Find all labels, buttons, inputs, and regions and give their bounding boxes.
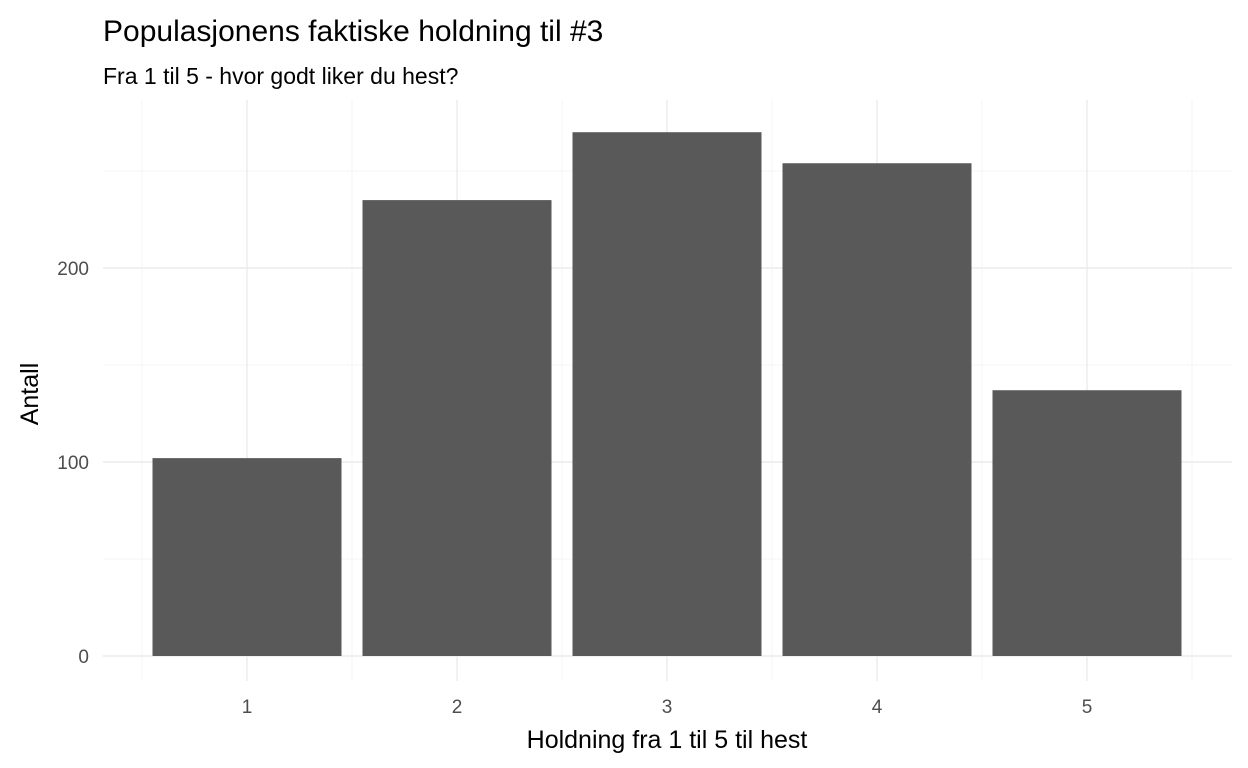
x-tick-label: 4 (872, 697, 883, 718)
bars (152, 132, 1182, 657)
x-tick-label: 1 (242, 697, 253, 718)
bar-5 (992, 390, 1182, 656)
bar-2 (362, 200, 552, 656)
x-tick-labels: 1 2 3 4 5 (242, 697, 1093, 718)
x-axis-title: Holdning fra 1 til 5 til hest (527, 726, 808, 754)
y-tick-labels: 0 100 200 (57, 259, 89, 668)
bar-4 (782, 163, 972, 657)
chart-subtitle: Fra 1 til 5 - hvor godt liker du hest? (103, 63, 458, 89)
y-axis-title: Antall (16, 363, 44, 426)
x-tick-label: 5 (1082, 697, 1093, 718)
bar-3 (572, 132, 762, 656)
y-tick-label: 0 (78, 647, 89, 668)
bar-1 (152, 458, 342, 656)
x-tick-label: 3 (662, 697, 673, 718)
y-tick-label: 100 (57, 453, 89, 474)
chart-title: Populasjonens faktiske holdning til #3 (103, 15, 603, 48)
x-tick-label: 2 (452, 697, 463, 718)
y-tick-label: 200 (57, 259, 89, 280)
